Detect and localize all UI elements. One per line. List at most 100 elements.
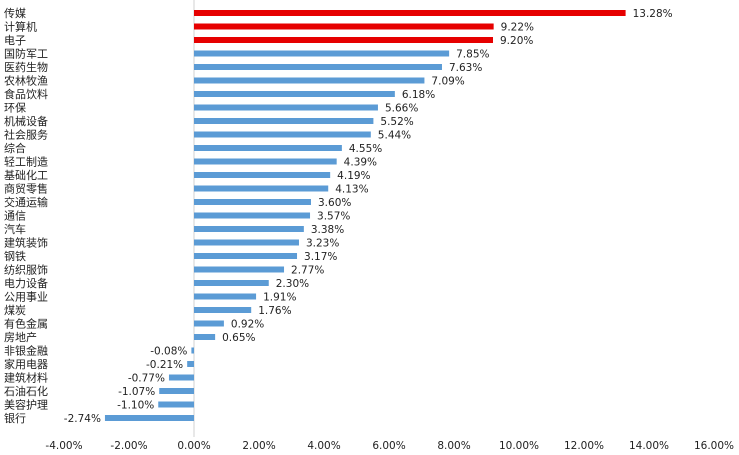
x-tick-label-2: -2.00% (110, 440, 147, 452)
value-label-11: 4.55% (349, 143, 382, 155)
bar-1 (194, 10, 626, 16)
category-label-17: 汽车 (4, 222, 26, 236)
value-label-31: -2.74% (64, 413, 101, 425)
value-label-9: 5.52% (380, 116, 413, 128)
x-tick-label-9: 12.00% (564, 440, 604, 452)
category-label-8: 环保 (4, 101, 26, 115)
value-label-16: 3.57% (317, 211, 350, 223)
bar-20 (194, 266, 285, 273)
bar-25 (194, 334, 216, 340)
value-label-21: 2.30% (276, 278, 309, 290)
bar-14 (194, 185, 329, 192)
category-label-12: 轻工制造 (4, 155, 48, 169)
category-label-22: 公用事业 (4, 291, 48, 304)
bar-28 (168, 374, 194, 381)
category-label-23: 煤炭 (4, 304, 26, 317)
category-label-4: 国防军工 (4, 47, 48, 61)
bar-10 (194, 131, 371, 138)
category-label-27: 家用电器 (4, 357, 48, 371)
bar-12 (194, 158, 337, 165)
bar-21 (194, 280, 269, 286)
x-tick-label-3: 0.00% (177, 440, 210, 452)
value-label-19: 3.17% (304, 251, 337, 263)
bar-29 (159, 388, 194, 394)
value-label-14: 4.13% (335, 184, 368, 196)
category-label-11: 综合 (4, 141, 26, 155)
bar-2 (194, 23, 494, 30)
value-label-28: -0.77% (128, 373, 165, 385)
value-label-17: 3.38% (311, 224, 344, 236)
bar-8 (194, 104, 378, 111)
bar-22 (194, 293, 257, 300)
bar-15 (194, 199, 311, 205)
bar-3 (194, 37, 493, 43)
value-label-13: 4.19% (337, 170, 370, 182)
category-label-31: 银行 (4, 411, 26, 425)
bar-9 (194, 118, 374, 124)
value-label-29: -1.07% (118, 386, 155, 398)
category-label-20: 纺织服饰 (4, 263, 48, 277)
value-label-27: -0.21% (146, 359, 183, 371)
category-label-3: 电子 (4, 34, 26, 47)
bar-5 (194, 64, 442, 70)
value-label-2: 9.22% (501, 22, 534, 34)
category-label-26: 非银金融 (4, 344, 48, 358)
bar-19 (194, 253, 298, 259)
value-label-1: 13.28% (633, 8, 673, 20)
value-label-30: -1.10% (117, 400, 154, 412)
bar-30 (158, 401, 194, 408)
category-label-25: 房地产 (4, 330, 37, 344)
bar-18 (194, 239, 299, 246)
category-label-15: 交通运输 (4, 195, 48, 209)
value-label-6: 7.09% (431, 76, 464, 88)
x-tick-label-7: 8.00% (437, 440, 470, 452)
bar-26 (191, 347, 194, 354)
x-tick-label-5: 4.00% (307, 440, 340, 452)
value-label-26: -0.08% (150, 346, 187, 358)
x-tick-label-4: 2.00% (242, 440, 275, 452)
category-label-2: 计算机 (4, 20, 37, 34)
value-label-20: 2.77% (291, 265, 324, 277)
category-label-16: 通信 (4, 210, 26, 223)
value-label-23: 1.76% (258, 305, 291, 317)
bar-16 (194, 212, 311, 219)
bar-4 (194, 50, 450, 57)
value-label-15: 3.60% (318, 197, 351, 209)
category-label-7: 食品饮料 (4, 87, 48, 101)
category-label-28: 建筑材料 (4, 371, 48, 385)
bar-11 (194, 145, 342, 151)
bar-6 (194, 77, 425, 84)
category-label-9: 机械设备 (4, 114, 48, 128)
category-label-19: 钢铁 (4, 250, 26, 263)
x-tick-label-8: 10.00% (499, 440, 539, 452)
value-label-22: 1.91% (263, 292, 296, 304)
value-label-8: 5.66% (385, 103, 418, 115)
category-label-30: 美容护理 (4, 398, 48, 412)
value-label-5: 7.63% (449, 62, 482, 74)
x-tick-label-11: 16.00% (694, 440, 734, 452)
value-label-24: 0.92% (231, 319, 264, 331)
category-label-5: 医药生物 (4, 60, 48, 74)
category-label-13: 基础化工 (4, 168, 48, 182)
value-label-18: 3.23% (306, 238, 339, 250)
category-label-6: 农林牧渔 (4, 74, 48, 88)
x-tick-label-10: 14.00% (629, 440, 669, 452)
category-label-18: 建筑装饰 (4, 236, 48, 250)
value-label-7: 6.18% (402, 89, 435, 101)
bar-27 (187, 361, 194, 367)
value-label-4: 7.85% (456, 49, 489, 61)
x-tick-label-6: 6.00% (372, 440, 405, 452)
category-label-1: 传媒 (4, 7, 26, 20)
bar-17 (194, 226, 304, 232)
category-label-10: 社会服务 (4, 128, 48, 142)
bar-24 (194, 320, 224, 327)
x-tick-label-1: -4.00% (45, 440, 82, 452)
value-label-10: 5.44% (378, 130, 411, 142)
bar-13 (194, 172, 331, 178)
value-label-3: 9.20% (500, 35, 533, 47)
bar-23 (194, 307, 252, 313)
value-label-12: 4.39% (344, 157, 377, 169)
category-label-29: 石油石化 (4, 384, 48, 398)
